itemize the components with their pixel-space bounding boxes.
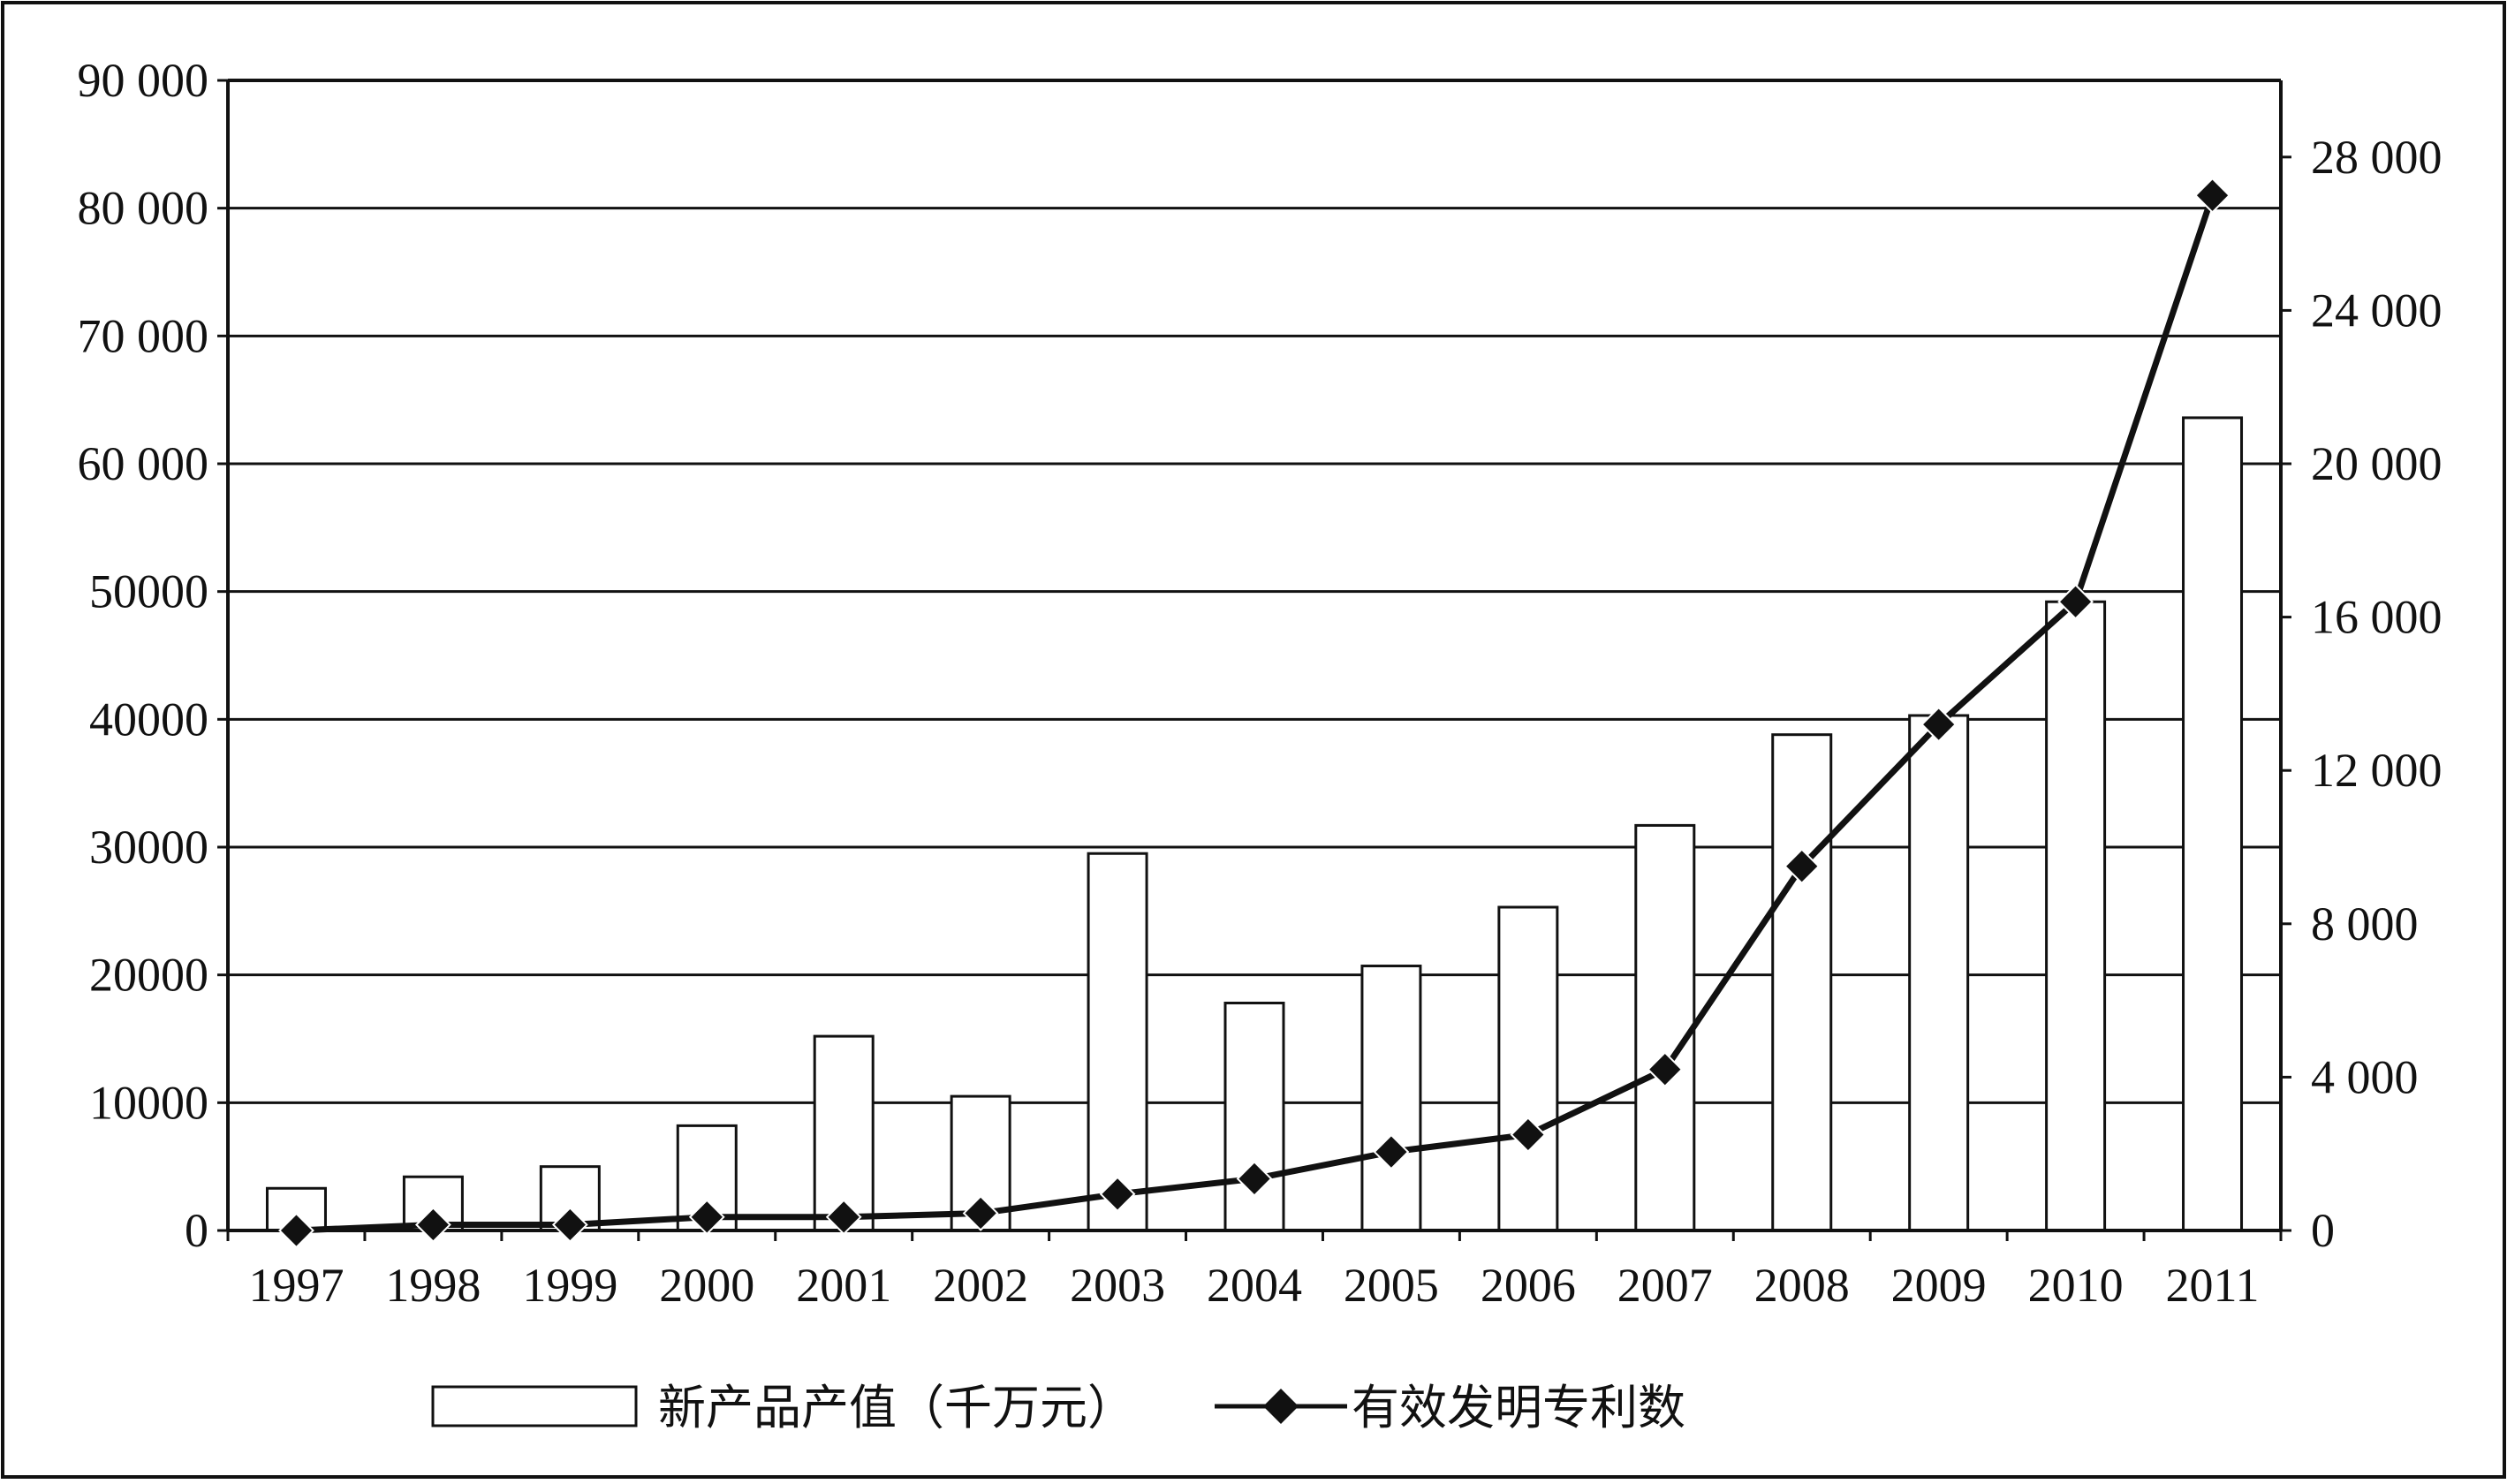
x-tick-label-1999: 1999 xyxy=(522,1259,617,1312)
x-tick-label-2005: 2005 xyxy=(1344,1259,1439,1312)
right-tick-label-8000: 8 000 xyxy=(2311,897,2419,950)
line-point-2007 xyxy=(1647,1051,1684,1088)
line-point-2004 xyxy=(1236,1160,1273,1197)
bar-2011 xyxy=(2182,416,2244,1232)
line-series xyxy=(278,177,2231,1249)
left-tick-label-90000: 90 000 xyxy=(78,54,209,107)
x-tick-label-2001: 2001 xyxy=(796,1259,891,1312)
line-point-2006 xyxy=(1510,1117,1547,1153)
legend-label-line: 有效发明专利数 xyxy=(1352,1382,1685,1435)
right-tick-label-24000: 24 000 xyxy=(2311,284,2443,337)
x-tick-label-2004: 2004 xyxy=(1207,1259,1302,1312)
x-tick-label-2000: 2000 xyxy=(659,1259,754,1312)
bar-2005 xyxy=(1360,965,1422,1232)
line-point-1998 xyxy=(414,1207,451,1243)
right-tick-label-12000: 12 000 xyxy=(2311,744,2443,797)
x-tick-label-2007: 2007 xyxy=(1617,1259,1713,1312)
line-point-2001 xyxy=(825,1199,862,1236)
legend: 新产品产值（千万元） 有效发明专利数 xyxy=(431,1382,1685,1435)
x-tick-label-1997: 1997 xyxy=(248,1259,344,1312)
left-tick-label-50000: 50000 xyxy=(89,565,208,618)
left-tick-label-70000: 70 000 xyxy=(78,309,209,362)
right-tick-label-28000: 28 000 xyxy=(2311,131,2443,184)
x-tick-label-2011: 2011 xyxy=(2166,1259,2260,1312)
x-tick-label-2008: 2008 xyxy=(1754,1259,1850,1312)
right-tick-label-0: 0 xyxy=(2311,1204,2335,1257)
line-point-2000 xyxy=(688,1199,725,1236)
left-tick-label-20000: 20000 xyxy=(89,949,208,1002)
right-tick-label-20000: 20 000 xyxy=(2311,437,2443,490)
x-tick-label-2010: 2010 xyxy=(2028,1259,2124,1312)
x-tick-label-2002: 2002 xyxy=(933,1259,1028,1312)
right-axis-tick-labels: 0 4 000 8 000 12 000 16 000 20 000 24 000 28 00… xyxy=(2311,131,2443,1257)
line-point-2002 xyxy=(962,1195,999,1231)
x-tick-label-2003: 2003 xyxy=(1070,1259,1165,1312)
x-tick-label-2006: 2006 xyxy=(1481,1259,1576,1312)
left-tick-label-30000: 30000 xyxy=(89,821,208,874)
legend-diamond-marker xyxy=(1263,1389,1299,1424)
line-point-2010 xyxy=(2057,583,2094,620)
bar-2003 xyxy=(1087,852,1148,1232)
line-point-2011 xyxy=(2194,177,2231,214)
line-point-2008 xyxy=(1784,848,1821,885)
line-point-2005 xyxy=(1373,1133,1410,1170)
legend-label-bar: 新产品产值（千万元） xyxy=(658,1382,1135,1435)
bar-2008 xyxy=(1771,733,1833,1232)
line-point-1997 xyxy=(278,1212,314,1249)
left-tick-label-40000: 40000 xyxy=(89,693,208,746)
x-axis-tick-labels: 1997 1998 1999 2000 2001 2002 2003 2004 2005 2006… xyxy=(248,1259,2259,1312)
bar-2010 xyxy=(2045,600,2107,1232)
left-axis-tick-labels: 0 10000 20000 30000 40000 50000 60 000 70 000 80… xyxy=(78,54,209,1257)
left-tick-label-60000: 60 000 xyxy=(78,437,209,490)
left-tick-label-80000: 80 000 xyxy=(78,182,209,235)
right-tick-label-16000: 16 000 xyxy=(2311,591,2443,644)
legend-bar-swatch xyxy=(431,1385,638,1427)
bar-series xyxy=(265,416,2244,1232)
bar-2009 xyxy=(1908,714,1970,1232)
line-point-2009 xyxy=(1920,706,1958,743)
bar-2007 xyxy=(1634,823,1696,1232)
x-tick-label-2009: 2009 xyxy=(1891,1259,1987,1312)
line-point-1999 xyxy=(551,1207,588,1243)
left-tick-label-0: 0 xyxy=(185,1204,208,1257)
left-tick-label-10000: 10000 xyxy=(89,1076,208,1129)
right-tick-label-4000: 4 000 xyxy=(2311,1050,2419,1103)
x-tick-label-1998: 1998 xyxy=(385,1259,481,1312)
line-point-2003 xyxy=(1099,1176,1136,1213)
bar-2006 xyxy=(1497,905,1559,1232)
